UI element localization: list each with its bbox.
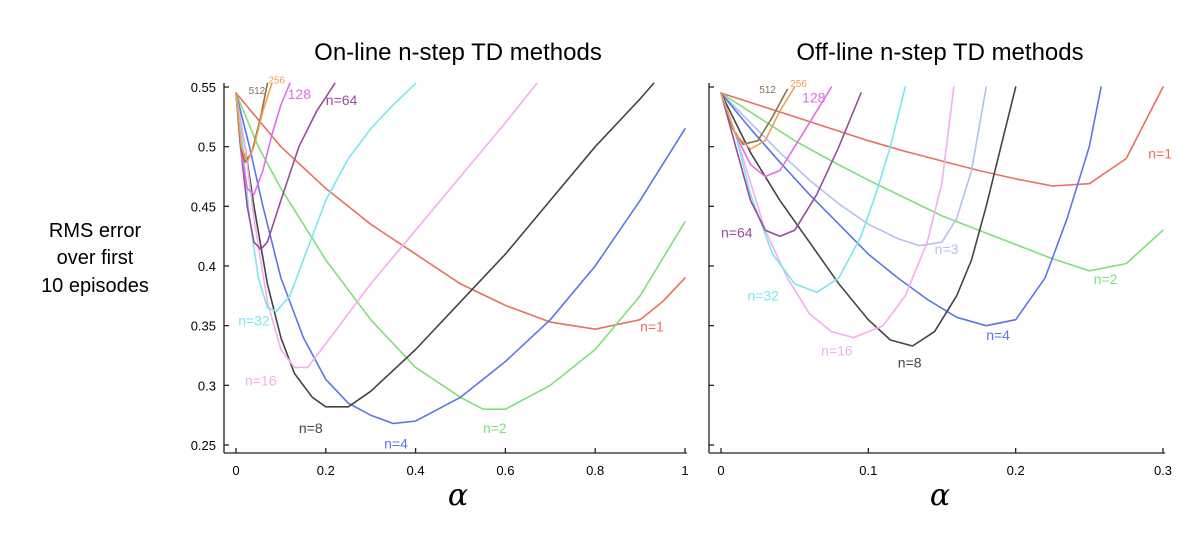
- offline-series-n8: [720, 86, 1017, 347]
- online-series-n2: [235, 92, 686, 410]
- offline-x-tick-label: 0: [717, 463, 724, 478]
- online-series-label-n16: n=16: [245, 372, 277, 388]
- online-series-128: [235, 82, 291, 196]
- offline-x-tick-label: 0.1: [859, 463, 877, 478]
- online-series-label-n32: n=32: [238, 313, 270, 329]
- online-series-label-256: 256: [268, 75, 285, 86]
- offline-series-label-n3: n=3: [935, 241, 959, 257]
- online-series-label-n8: n=8: [299, 420, 323, 436]
- online-series-n16: [235, 82, 538, 369]
- online-x-tick-label: 1: [681, 463, 688, 478]
- offline-series-128: [720, 86, 833, 178]
- offline-series-n32: [720, 86, 906, 294]
- online-series-label-n2: n=2: [483, 420, 507, 436]
- offline-series-label-n64: n=64: [721, 224, 753, 240]
- online-chart-marks: 0.25 0.3 0.35 0.4 0.45 0.5 0.55 0 0.2 0.4 0.6 0.8 1 n…: [191, 75, 689, 478]
- ylabel-line-1: RMS error: [49, 220, 142, 242]
- offline-series-label-n32: n=32: [748, 288, 780, 304]
- online-x-tick-label: 0.4: [407, 463, 425, 478]
- online-x-tick-label: 0.2: [317, 463, 335, 478]
- online-series-n64: [235, 82, 336, 251]
- offline-series-label-n4: n=4: [986, 327, 1010, 343]
- offline-series-label-128: 128: [802, 90, 826, 106]
- online-series-n1: [235, 92, 686, 330]
- offline-x-tick-label: 0.2: [1007, 463, 1025, 478]
- online-y-tick-label: 0.35: [191, 319, 216, 334]
- ylabel-line-3: 10 episodes: [41, 275, 149, 297]
- online-series-label-n1: n=1: [640, 319, 664, 335]
- offline-x-tick-label: 0.3: [1154, 463, 1172, 478]
- online-x-tick-label: 0.6: [496, 463, 514, 478]
- offline-series-label-512: 512: [759, 85, 776, 96]
- online-y-tick-label: 0.45: [191, 199, 216, 214]
- offline-series-n1: [720, 86, 1164, 187]
- online-x-tick-label: 0: [232, 463, 239, 478]
- offline-series-256: [720, 86, 796, 150]
- online-x-tick-label: 0.8: [586, 463, 604, 478]
- offline-chart-marks: 0 0.1 0.2 0.3 n=1 n=2 n=3 n=4 n=8 n=16 n=32 n=64 128…: [708, 79, 1172, 478]
- offline-series-label-256: 256: [790, 79, 807, 90]
- online-y-tick-label: 0.55: [191, 80, 216, 95]
- offline-series-label-n1: n=1: [1148, 146, 1172, 162]
- offline-series-label-n2: n=2: [1094, 271, 1118, 287]
- offline-series-label-n16: n=16: [821, 343, 853, 359]
- offline-series-n16: [720, 86, 955, 339]
- figure-ylabel: RMS error over first 10 episodes: [41, 220, 149, 297]
- offline-series-label-n8: n=8: [898, 354, 922, 370]
- online-series-n4: [235, 92, 686, 425]
- online-series-label-512: 512: [249, 86, 266, 97]
- online-y-tick-label: 0.5: [198, 140, 216, 155]
- online-series-label-n4: n=4: [384, 436, 408, 452]
- online-y-tick-label: 0.4: [198, 259, 216, 274]
- offline-series-n64: [720, 92, 862, 237]
- offline-series-n4: [720, 86, 1102, 327]
- online-series-label-128: 128: [288, 86, 312, 102]
- online-chart-title: On-line n-step TD methods: [314, 39, 602, 66]
- ylabel-line-2: over first: [57, 247, 134, 269]
- online-y-tick-label: 0.25: [191, 438, 216, 453]
- online-chart: On-line n-step TD methods α 0.250.30.350…: [191, 39, 689, 513]
- online-series-label-n64: n=64: [326, 92, 358, 108]
- offline-chart-xlabel: α: [930, 478, 950, 513]
- online-series-256: [235, 82, 273, 163]
- online-series-n8: [235, 82, 655, 408]
- offline-chart-title: Off-line n-step TD methods: [796, 39, 1083, 66]
- offline-chart: Off-line n-step TD methods α 0 0.1 0.2 0.3 n…: [708, 39, 1172, 513]
- online-chart-xlabel: α: [448, 478, 468, 513]
- online-y-tick-label: 0.3: [198, 378, 216, 393]
- offline-series-n3: [720, 86, 987, 247]
- offline-series-n2: [720, 92, 1164, 272]
